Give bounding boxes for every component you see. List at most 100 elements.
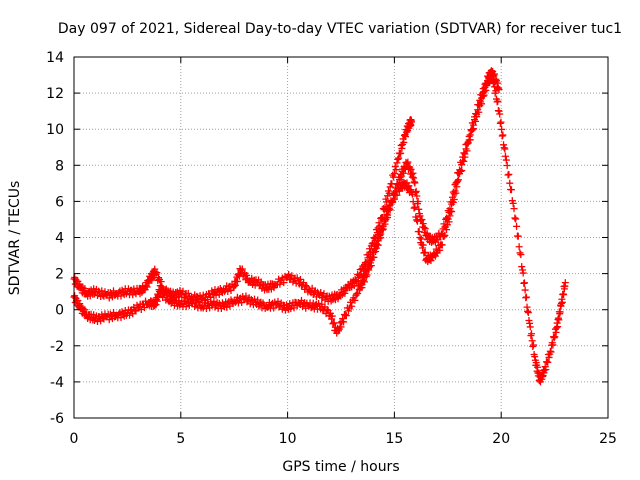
- data-point: [421, 225, 429, 233]
- data-point: [510, 205, 518, 213]
- data-point: [98, 311, 106, 319]
- y-tick-label: -2: [50, 339, 64, 355]
- data-point: [323, 306, 331, 314]
- data-point: [438, 241, 446, 249]
- data-point: [498, 125, 506, 133]
- tick-labels: 0 5 10 15 20 25 -6 -4 -2 0 2 4 6 8 10 12 14: [46, 50, 617, 447]
- data-point: [385, 204, 393, 212]
- data-point: [360, 278, 368, 286]
- data-point: [340, 318, 348, 326]
- data-point: [117, 314, 125, 322]
- data-point: [517, 251, 525, 259]
- data-point: [381, 220, 389, 228]
- data-point: [461, 150, 469, 158]
- data-point: [561, 279, 569, 287]
- data-point: [560, 291, 568, 299]
- x-tick-label: 15: [385, 431, 403, 447]
- data-point: [105, 294, 113, 302]
- data-point: [296, 275, 304, 283]
- data-point: [392, 166, 400, 174]
- data-point: [397, 149, 405, 157]
- data-point: [176, 301, 184, 309]
- data-point: [443, 215, 451, 223]
- data-point: [472, 117, 480, 125]
- data-point: [280, 279, 288, 287]
- data-point: [375, 219, 383, 227]
- data-point: [515, 243, 523, 251]
- data-point: [421, 248, 429, 256]
- data-point: [344, 307, 352, 315]
- y-tick-label: 10: [46, 122, 64, 138]
- data-point: [93, 318, 101, 326]
- data-point: [362, 273, 370, 281]
- data-point: [223, 303, 231, 311]
- data-point: [289, 278, 297, 286]
- data-point: [505, 170, 513, 178]
- x-tick-label: 10: [279, 431, 297, 447]
- data-point: [507, 186, 515, 194]
- data-point: [233, 277, 241, 285]
- x-tick-label: 25: [599, 431, 617, 447]
- data-point: [379, 225, 387, 233]
- x-axis-label: GPS time / hours: [282, 459, 399, 475]
- data-point: [337, 323, 345, 331]
- data-point: [478, 94, 486, 102]
- data-point: [250, 295, 258, 303]
- data-point: [105, 316, 113, 324]
- data-point: [518, 263, 526, 271]
- data-point: [363, 271, 371, 279]
- data-point: [202, 305, 210, 313]
- data-point: [399, 169, 407, 177]
- data-point: [473, 110, 481, 118]
- data-point: [410, 204, 418, 212]
- x-tick-label: 20: [492, 431, 510, 447]
- data-point: [393, 159, 401, 167]
- data-point: [328, 312, 336, 320]
- data-point: [415, 228, 423, 236]
- data-point: [182, 303, 190, 311]
- data-point: [195, 298, 203, 306]
- data-point: [163, 291, 171, 299]
- data-point: [191, 303, 199, 311]
- x-tick-label: 5: [176, 431, 185, 447]
- data-point: [469, 121, 477, 129]
- data-point: [453, 178, 461, 186]
- data-point: [402, 133, 410, 141]
- data-point: [511, 214, 519, 222]
- data-point: [390, 170, 398, 178]
- data-point: [475, 101, 483, 109]
- data-point: [542, 366, 550, 374]
- data-point: [456, 166, 464, 174]
- data-point: [383, 210, 391, 218]
- data-point: [482, 79, 490, 87]
- data-point: [143, 283, 151, 291]
- data-point: [351, 296, 359, 304]
- data-point: [381, 203, 389, 211]
- data-point: [386, 206, 394, 214]
- data-point: [276, 280, 284, 288]
- data-point: [448, 200, 456, 208]
- data-point: [480, 88, 488, 96]
- data-point: [544, 358, 552, 366]
- data-point: [99, 314, 107, 322]
- x-tick-label: 0: [70, 431, 79, 447]
- data-point: [440, 220, 448, 228]
- series-tuc1-mid: [356, 67, 503, 292]
- data-point: [321, 296, 329, 304]
- data-point: [479, 85, 487, 93]
- data-point: [157, 278, 165, 286]
- series-tuc1-upper: [70, 116, 415, 305]
- data-point: [513, 222, 521, 230]
- data-point: [465, 132, 473, 140]
- data-point: [491, 70, 499, 78]
- data-point: [378, 226, 386, 234]
- y-tick-label: 6: [55, 194, 64, 210]
- data-point: [526, 323, 534, 331]
- data-point: [514, 232, 522, 240]
- data-point: [106, 310, 114, 318]
- data-point: [549, 341, 557, 349]
- data-point: [551, 333, 559, 341]
- data-point: [534, 363, 542, 371]
- data-point: [106, 289, 114, 297]
